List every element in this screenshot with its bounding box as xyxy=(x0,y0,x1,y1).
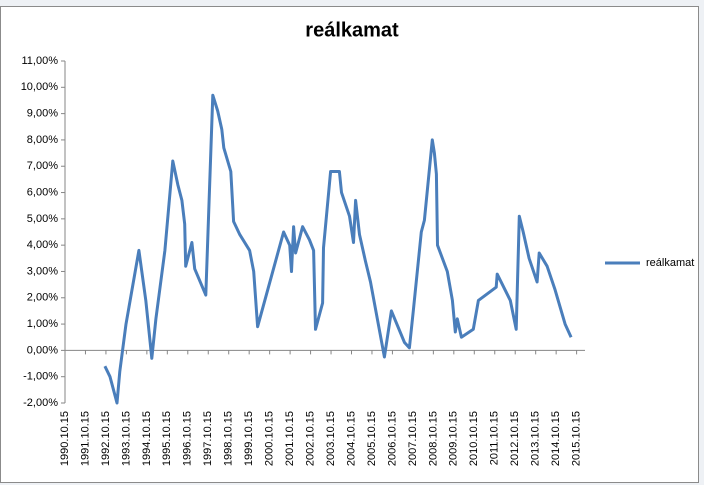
x-tick-label: 2006.10.15 xyxy=(386,411,398,466)
y-tick-label: 2,00% xyxy=(27,292,58,304)
x-tick-label: 2014.10.15 xyxy=(550,411,562,466)
x-tick-label: 2008.10.15 xyxy=(427,411,439,466)
x-tick-label: 2009.10.15 xyxy=(448,411,460,466)
y-tick-label: 1,00% xyxy=(27,318,58,330)
x-tick-label: 1996.10.15 xyxy=(182,411,194,466)
x-tick-label: 2012.10.15 xyxy=(509,411,521,466)
y-tick-label: 10,00% xyxy=(21,81,59,93)
x-tick-label: 2015.10.15 xyxy=(571,411,583,466)
x-tick-label: 1998.10.15 xyxy=(223,411,235,466)
x-tick-label: 2011.10.15 xyxy=(489,411,501,465)
y-tick-label: 8,00% xyxy=(27,134,58,146)
x-tick-label: 1999.10.15 xyxy=(243,411,255,466)
x-tick-label: 2003.10.15 xyxy=(325,411,337,466)
x-tick-label: 2007.10.15 xyxy=(407,411,419,466)
x-tick-label: 1991.10.15 xyxy=(79,411,91,466)
x-tick-label: 1994.10.15 xyxy=(141,411,153,466)
x-tick-label: 2010.10.15 xyxy=(468,411,480,466)
y-tick-label: 7,00% xyxy=(27,160,58,172)
x-tick-label: 1990.10.15 xyxy=(59,411,71,466)
x-tick-label: 2000.10.15 xyxy=(264,411,276,466)
y-tick-label: 0,00% xyxy=(27,344,58,356)
legend-label: reálkamat xyxy=(646,257,694,269)
y-tick-label: 5,00% xyxy=(27,213,58,225)
x-tick-label: 2004.10.15 xyxy=(345,411,357,466)
data-line xyxy=(103,93,573,405)
y-tick-label: 11,00% xyxy=(22,55,59,67)
x-tick-label: 2002.10.15 xyxy=(304,411,316,466)
y-tick-label: -2,00% xyxy=(23,397,58,409)
y-tick-label: -1,00% xyxy=(23,371,58,383)
y-tick-label: 4,00% xyxy=(27,239,58,251)
x-tick-label: 1992.10.15 xyxy=(100,411,112,466)
x-tick-label: 2001.10.15 xyxy=(284,411,296,466)
x-tick-label: 1993.10.15 xyxy=(120,411,132,466)
x-tick-label: 2013.10.15 xyxy=(530,411,542,466)
y-tick-label: 3,00% xyxy=(27,265,58,277)
y-tick-label: 6,00% xyxy=(27,186,58,198)
chart-title: reálkamat xyxy=(305,19,399,41)
x-tick-label: 1995.10.15 xyxy=(161,411,173,466)
x-tick-label: 1997.10.15 xyxy=(202,411,214,466)
x-tick-label: 2005.10.15 xyxy=(366,411,378,466)
y-tick-label: 9,00% xyxy=(27,108,58,120)
